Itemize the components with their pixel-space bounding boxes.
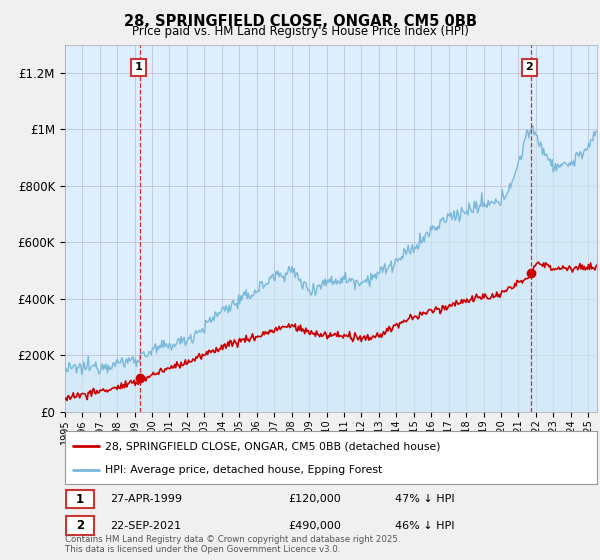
- Text: 22-SEP-2021: 22-SEP-2021: [110, 520, 181, 530]
- Text: Contains HM Land Registry data © Crown copyright and database right 2025.
This d: Contains HM Land Registry data © Crown c…: [65, 535, 400, 554]
- Text: Price paid vs. HM Land Registry's House Price Index (HPI): Price paid vs. HM Land Registry's House …: [131, 25, 469, 38]
- Text: 1: 1: [134, 62, 142, 72]
- Text: 1: 1: [76, 493, 84, 506]
- Text: 28, SPRINGFIELD CLOSE, ONGAR, CM5 0BB (detached house): 28, SPRINGFIELD CLOSE, ONGAR, CM5 0BB (d…: [105, 441, 440, 451]
- Text: 28, SPRINGFIELD CLOSE, ONGAR, CM5 0BB: 28, SPRINGFIELD CLOSE, ONGAR, CM5 0BB: [124, 14, 476, 29]
- Text: 46% ↓ HPI: 46% ↓ HPI: [395, 520, 454, 530]
- FancyBboxPatch shape: [66, 490, 94, 508]
- Text: 2: 2: [76, 519, 84, 532]
- Text: £120,000: £120,000: [289, 494, 341, 505]
- Text: 47% ↓ HPI: 47% ↓ HPI: [395, 494, 454, 505]
- Text: £490,000: £490,000: [289, 520, 341, 530]
- FancyBboxPatch shape: [66, 516, 94, 535]
- Text: 2: 2: [526, 62, 533, 72]
- Text: HPI: Average price, detached house, Epping Forest: HPI: Average price, detached house, Eppi…: [105, 465, 382, 475]
- Text: 27-APR-1999: 27-APR-1999: [110, 494, 182, 505]
